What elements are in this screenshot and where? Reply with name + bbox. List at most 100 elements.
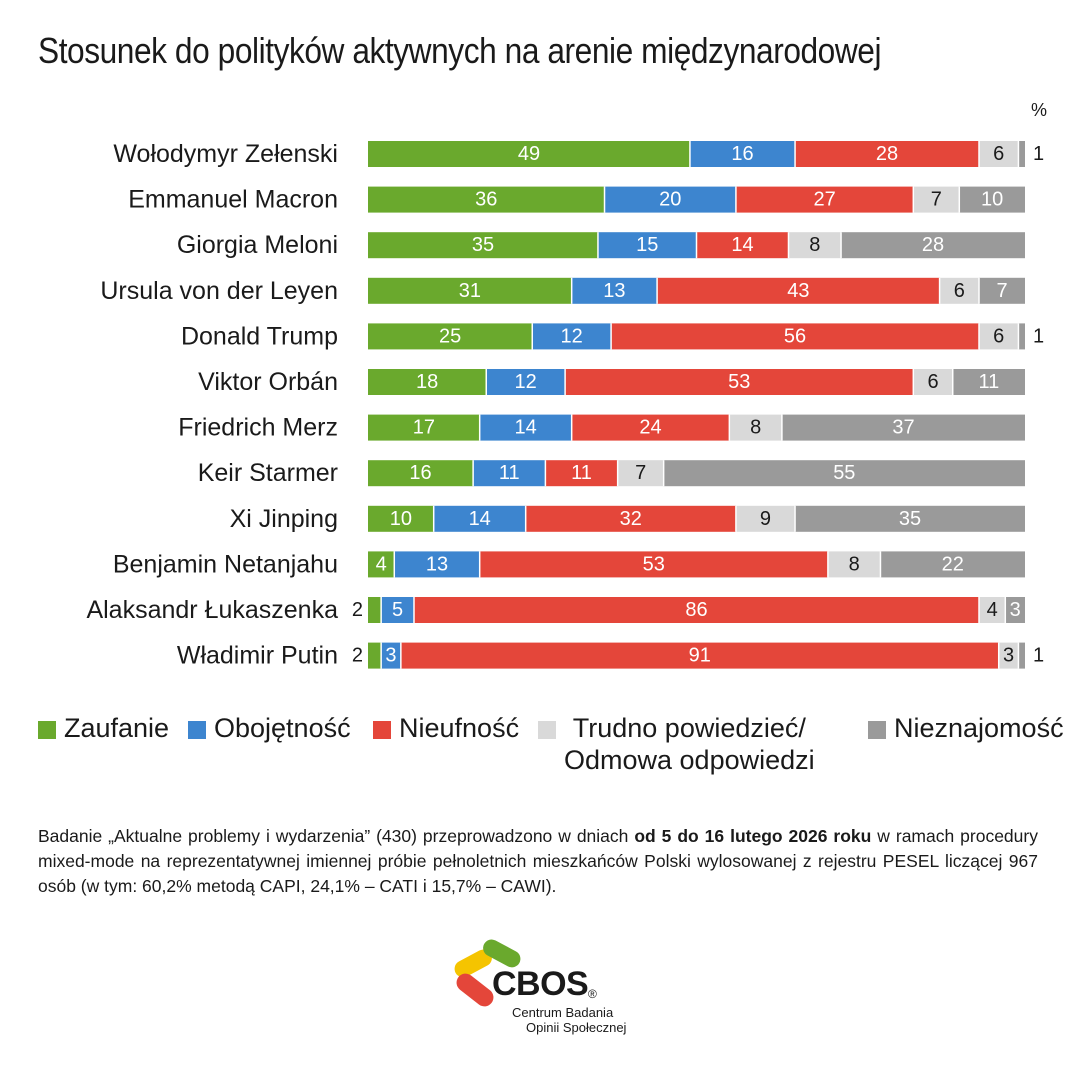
category-label-wolodymyr-zelenski: Wołodymyr Zełenski: [113, 140, 338, 168]
value-label-xi-jinping-obojetnosc: 14: [469, 508, 491, 530]
legend-item-4: Trudno powiedzieć/ Odmowa odpowiedzi: [538, 712, 815, 776]
value-label-xi-jinping-nieznajomosc: 35: [899, 508, 921, 530]
legend-label: Nieznajomość: [894, 713, 1064, 743]
bar-viktor-orban-trudno-powiedziec-odmowa-odpowiedzi: [913, 369, 953, 395]
value-label-donald-trump-nieznajomosc: 1: [1033, 325, 1044, 347]
value-label-friedrich-merz-zaufanie: 17: [413, 417, 435, 439]
legend-label: Nieufność: [399, 713, 520, 743]
value-label-donald-trump-obojetnosc: 12: [561, 325, 583, 347]
bar-wolodymyr-zelenski-nieufnosc: [795, 141, 980, 167]
legend-swatch: [38, 721, 56, 739]
bar-benjamin-netanjahu-nieznajomosc: [880, 551, 1025, 578]
value-label-alaksandr-lukaszenka-trudno-powiedziec-odmowa-odpowiedzi: 4: [987, 599, 998, 621]
value-label-wolodymyr-zelenski-trudno-powiedziec-odmowa-odpowiedzi: 6: [993, 143, 1004, 165]
bar-wolodymyr-zelenski-nieznajomosc: [1018, 141, 1025, 167]
value-label-wolodymyr-zelenski-obojetnosc: 16: [731, 143, 753, 165]
logo-green-pill: [483, 939, 521, 968]
value-label-wolodymyr-zelenski-zaufanie: 49: [518, 143, 540, 165]
cbos-logo: CBOS ® Centrum Badania Opinii Społecznej: [450, 935, 650, 1045]
bar-giorgia-meloni-trudno-powiedziec-odmowa-odpowiedzi: [788, 232, 842, 259]
legend-label: Trudno powiedzieć/ Odmowa odpowiedzi: [564, 713, 815, 775]
value-label-wladimir-putin-trudno-powiedziec-odmowa-odpowiedzi: 3: [1003, 645, 1014, 667]
note-text-1: Badanie „Aktualne problemy i wydarzenia”…: [38, 826, 635, 846]
value-label-alaksandr-lukaszenka-obojetnosc: 5: [392, 599, 403, 621]
value-label-wladimir-putin-obojetnosc: 3: [385, 645, 396, 667]
value-label-wolodymyr-zelenski-nieznajomosc: 1: [1033, 143, 1044, 165]
bar-giorgia-meloni-obojetnosc: [597, 232, 697, 259]
bar-wladimir-putin-trudno-powiedziec-odmowa-odpowiedzi: [998, 642, 1019, 669]
legend-item-3: Nieufność: [373, 712, 519, 744]
bar-benjamin-netanjahu-zaufanie: [368, 551, 395, 578]
bar-giorgia-meloni-nieznajomosc: [841, 232, 1025, 259]
bar-friedrich-merz-nieufnosc: [571, 414, 730, 441]
category-label-donald-trump: Donald Trump: [181, 322, 338, 350]
value-label-benjamin-netanjahu-nieznajomosc: 22: [942, 553, 964, 575]
value-label-benjamin-netanjahu-obojetnosc: 13: [426, 553, 448, 575]
value-label-emmanuel-macron-nieufnosc: 27: [813, 189, 835, 211]
value-label-ursula-von-der-leyen-obojetnosc: 13: [603, 280, 625, 302]
value-label-alaksandr-lukaszenka-nieznajomosc: 3: [1010, 599, 1021, 621]
bar-friedrich-merz-trudno-powiedziec-odmowa-odpowiedzi: [729, 414, 782, 441]
value-label-emmanuel-macron-nieznajomosc: 10: [981, 189, 1003, 211]
category-label-emmanuel-macron: Emmanuel Macron: [128, 186, 338, 214]
bar-alaksandr-lukaszenka-obojetnosc: [381, 597, 414, 623]
note-text-2: w ramach procedury mixed-mode na repreze…: [38, 826, 1038, 896]
value-label-giorgia-meloni-trudno-powiedziec-odmowa-odpowiedzi: 8: [809, 234, 820, 256]
category-label-viktor-orban: Viktor Orbán: [198, 368, 338, 396]
bar-wladimir-putin-obojetnosc: [381, 642, 401, 669]
bar-xi-jinping-obojetnosc: [433, 505, 526, 532]
bar-viktor-orban-nieufnosc: [565, 369, 914, 395]
value-label-benjamin-netanjahu-nieufnosc: 53: [643, 553, 665, 575]
value-label-benjamin-netanjahu-trudno-powiedziec-odmowa-odpowiedzi: 8: [849, 553, 860, 575]
value-label-ursula-von-der-leyen-trudno-powiedziec-odmowa-odpowiedzi: 6: [954, 280, 965, 302]
value-label-viktor-orban-trudno-powiedziec-odmowa-odpowiedzi: 6: [927, 371, 938, 393]
value-label-giorgia-meloni-nieufnosc: 14: [731, 234, 753, 256]
unit-label: %: [1031, 100, 1048, 120]
category-label-xi-jinping: Xi Jinping: [230, 505, 338, 533]
value-label-friedrich-merz-obojetnosc: 14: [515, 417, 537, 439]
bar-emmanuel-macron-obojetnosc: [604, 186, 736, 213]
bar-giorgia-meloni-zaufanie: [368, 232, 598, 259]
bar-giorgia-meloni-nieufnosc: [696, 232, 789, 259]
value-label-xi-jinping-zaufanie: 10: [390, 508, 412, 530]
logo-subtitle-line-2: Opinii Społecznej: [526, 1020, 627, 1035]
category-label-friedrich-merz: Friedrich Merz: [178, 414, 338, 442]
value-label-keir-starmer-zaufanie: 16: [409, 462, 431, 484]
bar-viktor-orban-zaufanie: [368, 369, 487, 395]
bar-viktor-orban-obojetnosc: [486, 369, 566, 395]
bar-xi-jinping-zaufanie: [368, 505, 434, 532]
bar-ursula-von-der-leyen-nieznajomosc: [979, 277, 1025, 304]
value-label-alaksandr-lukaszenka-nieufnosc: 86: [685, 599, 707, 621]
bar-donald-trump-trudno-powiedziec-odmowa-odpowiedzi: [979, 323, 1019, 350]
bar-benjamin-netanjahu-nieufnosc: [479, 551, 828, 578]
legend-item-5: Nieznajomość: [868, 712, 1064, 744]
bar-emmanuel-macron-zaufanie: [368, 186, 605, 213]
bar-emmanuel-macron-nieufnosc: [735, 186, 914, 213]
note-dates: od 5 do 16 lutego 2026 roku: [634, 826, 872, 846]
value-label-viktor-orban-zaufanie: 18: [416, 371, 438, 393]
legend-swatch: [188, 721, 206, 739]
legend-label: Zaufanie: [64, 713, 170, 743]
bar-wladimir-putin-zaufanie: [368, 642, 382, 669]
bar-wolodymyr-zelenski-obojetnosc: [689, 141, 796, 167]
legend-swatch: [868, 721, 886, 739]
bar-keir-starmer-nieufnosc: [545, 460, 618, 487]
bar-ursula-von-der-leyen-zaufanie: [368, 277, 572, 304]
value-label-donald-trump-zaufanie: 25: [439, 325, 461, 347]
bar-xi-jinping-nieznajomosc: [795, 505, 1025, 532]
value-label-emmanuel-macron-trudno-powiedziec-odmowa-odpowiedzi: 7: [931, 189, 942, 211]
value-label-ursula-von-der-leyen-zaufanie: 31: [459, 280, 481, 302]
value-label-ursula-von-der-leyen-nieznajomosc: 7: [996, 280, 1007, 302]
value-label-wladimir-putin-nieznajomosc: 1: [1033, 645, 1044, 667]
value-label-giorgia-meloni-nieznajomosc: 28: [922, 234, 944, 256]
chart-title: Stosunek do polityków aktywnych na areni…: [38, 30, 882, 71]
value-label-donald-trump-nieufnosc: 56: [784, 325, 806, 347]
logo-registered-mark: ®: [588, 987, 597, 1001]
bar-emmanuel-macron-nieznajomosc: [959, 186, 1025, 213]
bar-keir-starmer-trudno-powiedziec-odmowa-odpowiedzi: [617, 460, 664, 487]
category-label-ursula-von-der-leyen: Ursula von der Leyen: [100, 277, 338, 305]
value-label-alaksandr-lukaszenka-zaufanie: 2: [352, 599, 363, 621]
legend-item-1: Zaufanie: [38, 712, 169, 744]
bar-wladimir-putin-nieznajomosc: [1018, 642, 1025, 669]
